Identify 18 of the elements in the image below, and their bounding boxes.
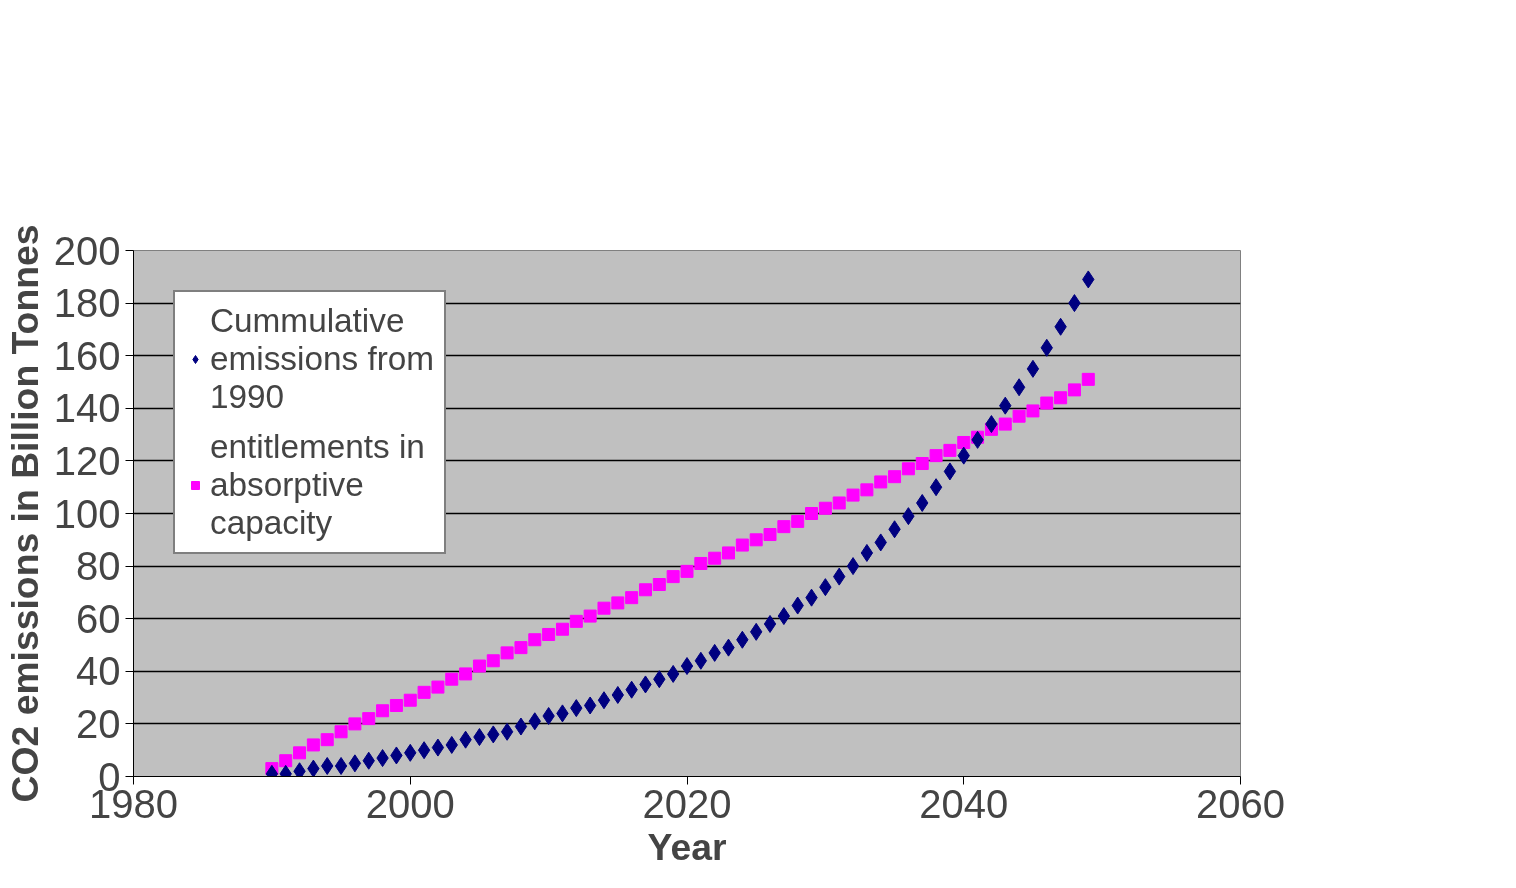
y-tick-label: 200 — [53, 228, 121, 273]
y-tick-label: 60 — [76, 596, 121, 641]
y-axis-title: CO2 emissions in Billion Tonnes — [3, 224, 46, 803]
y-tick-label: 40 — [76, 649, 121, 694]
y-tick-label: 140 — [53, 386, 121, 431]
x-tick-label: 2060 — [1196, 781, 1285, 826]
legend-label: entitlements in absorptive capacity — [210, 428, 425, 542]
y-tick-label: 180 — [53, 281, 121, 326]
y-tick-label: 80 — [76, 544, 121, 589]
x-axis-title: Year — [647, 825, 727, 868]
y-tick-label: 120 — [53, 438, 121, 483]
y-tick-label: 160 — [53, 333, 121, 378]
x-tick-label: 2040 — [919, 781, 1009, 826]
x-tick-label: 2020 — [642, 781, 732, 826]
y-tick-label: 100 — [53, 491, 121, 536]
y-tick-label: 20 — [76, 701, 121, 746]
legend-label: Cummulative emissions from 1990 — [210, 302, 435, 416]
x-tick-label: 2000 — [365, 781, 455, 826]
